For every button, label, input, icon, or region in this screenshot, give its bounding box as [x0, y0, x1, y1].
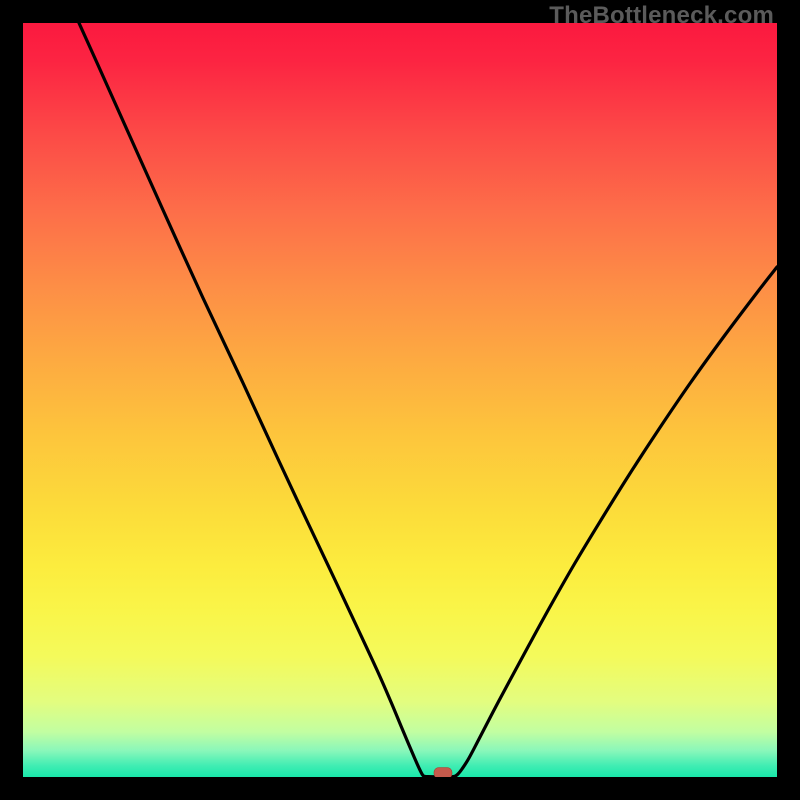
- minimum-marker: [434, 768, 452, 778]
- chart-frame: TheBottleneck.com: [0, 0, 800, 800]
- watermark-text: TheBottleneck.com: [549, 2, 774, 30]
- bottleneck-curve: [79, 23, 777, 777]
- curve-layer: [23, 23, 777, 777]
- plot-area: [23, 23, 777, 777]
